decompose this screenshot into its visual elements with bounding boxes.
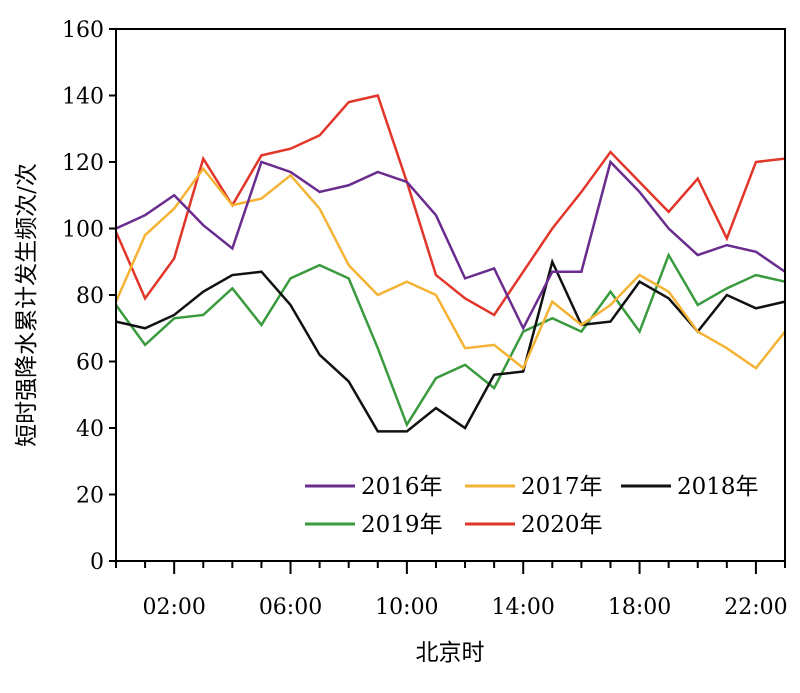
legend-label: 2019年 [361, 512, 443, 538]
legend-label: 2017年 [521, 474, 603, 500]
series-line-2017年 [114, 166, 786, 371]
legend-label: 2016年 [361, 474, 443, 500]
y-tick-label: 120 [62, 151, 104, 176]
series-lines [114, 94, 786, 433]
legend-item: 2016年 [305, 474, 443, 500]
y-tick-label: 60 [76, 351, 104, 376]
x-axis: 02:00 06:00 10:00 14:00 18:00 22:00 [115, 561, 788, 620]
y-axis-title: 短时强降水累计发生频次/次 [14, 163, 40, 447]
x-tick-label: 14:00 [492, 595, 555, 620]
x-tick-label: 02:00 [142, 595, 205, 620]
x-tick-label: 06:00 [259, 595, 322, 620]
y-axis: 0 20 40 60 80 100 120 140 160 [62, 18, 116, 575]
legend-item: 2018年 [621, 474, 759, 500]
legend-item: 2019年 [305, 512, 443, 538]
y-tick-label: 100 [62, 218, 104, 243]
series-line-2018年 [115, 258, 786, 433]
y-tick-label: 140 [62, 85, 104, 110]
x-tick-label: 22:00 [724, 595, 787, 620]
series-line-2016年 [115, 159, 786, 332]
legend-label: 2020年 [521, 512, 603, 538]
x-tick-label: 10:00 [375, 595, 438, 620]
legend: 2016年 2017年 2018年 2019年 2020年 [305, 474, 759, 538]
y-tick-label: 160 [62, 18, 104, 43]
y-tick-label: 40 [76, 417, 104, 442]
y-tick-label: 20 [76, 484, 104, 509]
x-tick-label: 18:00 [608, 595, 671, 620]
legend-label: 2018年 [677, 474, 759, 500]
legend-item: 2017年 [465, 474, 603, 500]
series-line-2019年 [114, 252, 786, 428]
y-tick-label: 0 [90, 550, 104, 575]
legend-item: 2020年 [465, 512, 603, 538]
x-axis-title: 北京时 [416, 640, 485, 666]
y-tick-label: 80 [76, 284, 104, 309]
